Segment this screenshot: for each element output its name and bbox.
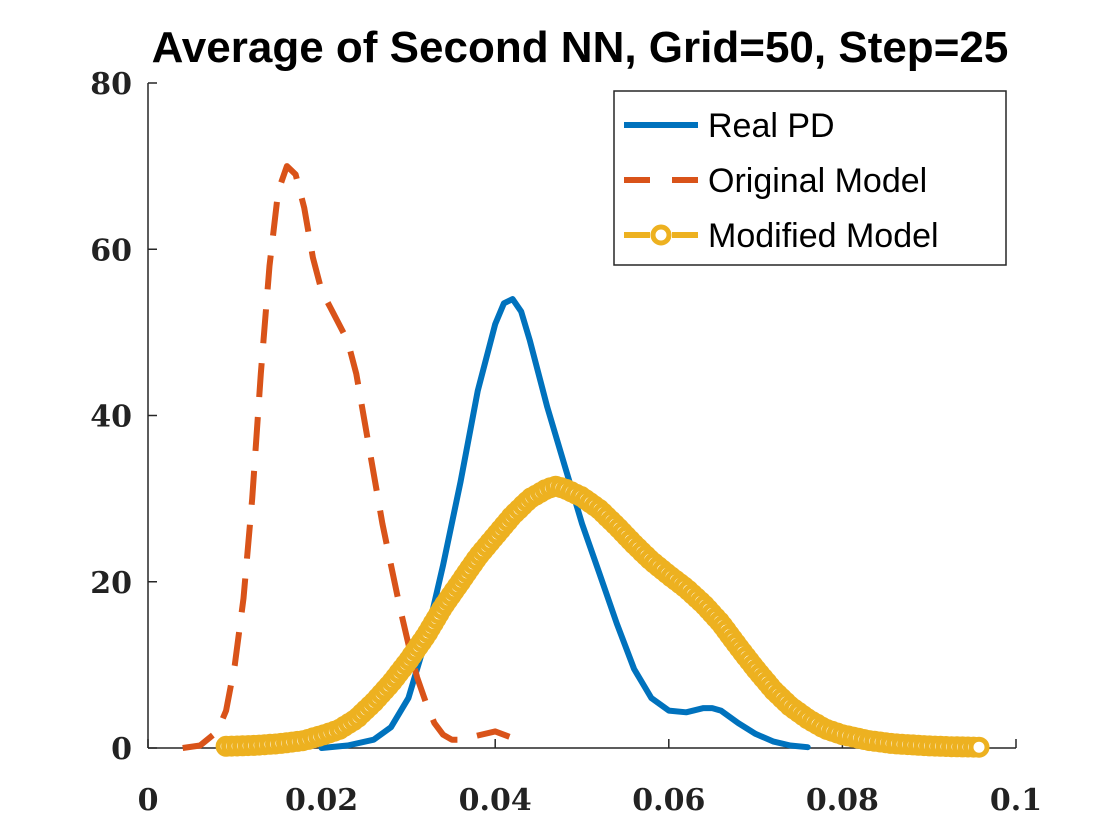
x-tick-label: 0.08 — [806, 783, 879, 818]
series-marker — [968, 736, 990, 758]
legend: Real PD Original Model Modified Model — [613, 90, 1007, 266]
x-tick-label: 0.06 — [632, 783, 705, 818]
x-tick-label: 0.1 — [990, 783, 1042, 818]
series-line — [182, 163, 523, 751]
x-tick-label: 0.04 — [459, 783, 532, 818]
y-tick-label: 40 — [90, 400, 132, 435]
series-original-model — [182, 163, 523, 751]
y-tick-label: 80 — [90, 67, 132, 102]
series-modified-model — [215, 475, 990, 758]
legend-item: Real PD — [624, 107, 835, 145]
x-tick-label: 0 — [138, 783, 159, 818]
legend-item: Modified Model — [624, 217, 939, 255]
legend-item: Original Model — [624, 162, 927, 200]
series-layer — [182, 163, 990, 758]
axes: 0 0.02 0.04 0.06 0.08 0.1 0 20 40 60 80 — [90, 67, 1042, 818]
y-tick-label: 60 — [90, 233, 132, 268]
y-tick-label: 0 — [111, 732, 132, 767]
legend-label: Original Model — [708, 162, 927, 200]
x-tick-label: 0.02 — [285, 783, 358, 818]
legend-marker — [650, 224, 672, 246]
y-tick-label: 20 — [90, 566, 132, 601]
legend-label: Modified Model — [708, 217, 939, 255]
legend-label: Real PD — [708, 107, 835, 145]
chart-title: Average of Second NN, Grid=50, Step=25 — [152, 23, 1009, 72]
